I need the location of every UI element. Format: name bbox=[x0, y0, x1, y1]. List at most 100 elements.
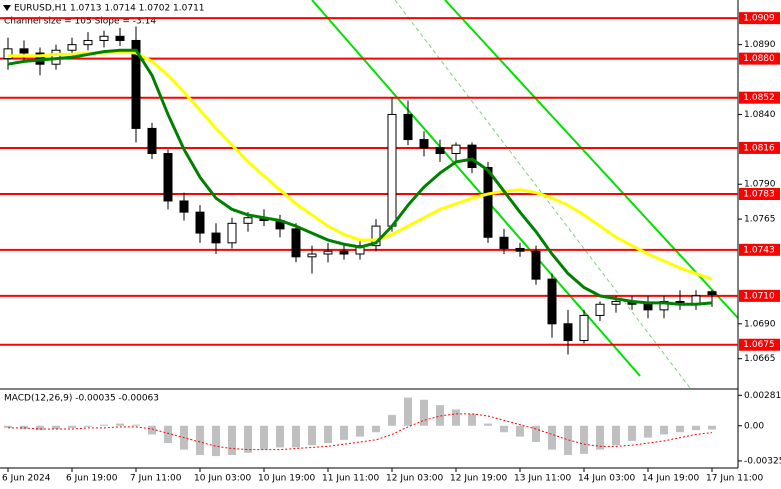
macd-bar bbox=[628, 425, 636, 441]
level-label-box bbox=[739, 243, 780, 256]
candle-body bbox=[371, 225, 381, 247]
macd-title: MACD(12,26,9) -0.00035 -0.00063 bbox=[4, 394, 159, 404]
y-tick-label: 1.0665 bbox=[744, 354, 776, 364]
candle-body bbox=[3, 48, 13, 60]
level-label-box bbox=[739, 52, 780, 65]
moving-average bbox=[7, 48, 713, 306]
chart-subtitle: Channel size = 105 Slope = -3.14 bbox=[4, 17, 156, 27]
macd-bar bbox=[260, 425, 268, 450]
macd-bar bbox=[164, 425, 172, 444]
y-tick-label: 1.0840 bbox=[744, 110, 776, 120]
x-tick-label: 6 Jun 2024 bbox=[2, 474, 51, 484]
macd-bar bbox=[116, 423, 124, 426]
x-tick-label: 13 Jun 11:00 bbox=[514, 474, 571, 484]
header-icon bbox=[3, 5, 11, 11]
candle-body bbox=[339, 250, 349, 255]
chart-title: EURUSD,H1 1.0713 1.0714 1.0702 1.0711 bbox=[14, 4, 205, 14]
y-tick-label: 0.00 bbox=[744, 421, 764, 431]
macd-bar bbox=[212, 425, 220, 457]
macd-bar bbox=[20, 425, 28, 429]
macd-bar bbox=[420, 399, 428, 426]
level-label-box bbox=[739, 91, 780, 104]
level-label: 1.0880 bbox=[743, 54, 775, 64]
y-tick-label: 1.0790 bbox=[744, 180, 776, 190]
macd-bar bbox=[708, 425, 716, 430]
level-label-box bbox=[739, 338, 780, 351]
macd-bar bbox=[452, 409, 460, 426]
candle-body bbox=[243, 217, 253, 224]
level-label-box bbox=[739, 141, 780, 154]
candle-body bbox=[531, 250, 541, 280]
candle-body bbox=[211, 232, 221, 244]
candle-body bbox=[99, 35, 109, 41]
level-label-box bbox=[739, 289, 780, 302]
macd-bar bbox=[276, 425, 284, 448]
level-label: 1.0675 bbox=[743, 340, 775, 350]
candle-body bbox=[451, 144, 461, 155]
macd-bar bbox=[644, 425, 652, 438]
candle-body bbox=[387, 113, 397, 227]
candle-body bbox=[435, 147, 445, 155]
candle-body bbox=[83, 39, 93, 46]
macd-bar bbox=[324, 425, 332, 444]
macd-bar bbox=[372, 425, 380, 433]
level-label: 1.0909 bbox=[743, 14, 775, 24]
macd-bar bbox=[148, 425, 156, 435]
moving-average bbox=[8, 50, 713, 281]
macd-bar bbox=[292, 425, 300, 448]
level-label-box bbox=[739, 188, 780, 200]
candle-body bbox=[643, 303, 653, 311]
candle-body bbox=[195, 211, 205, 234]
candle-body bbox=[515, 247, 525, 252]
candle-body bbox=[707, 291, 717, 295]
macd-bar bbox=[244, 425, 252, 453]
candle-body bbox=[179, 200, 189, 213]
channel bbox=[311, 0, 739, 389]
signal-line bbox=[8, 413, 713, 451]
candle-body bbox=[467, 144, 477, 168]
level-label: 1.0816 bbox=[743, 143, 775, 153]
macd-bar bbox=[196, 425, 204, 455]
candle-body bbox=[19, 48, 29, 54]
candle-body bbox=[115, 35, 125, 41]
macd-bar bbox=[356, 425, 364, 437]
candle-body bbox=[611, 300, 621, 305]
x-tick-label: 14 Jun 03:00 bbox=[578, 474, 635, 484]
level-label: 1.0710 bbox=[743, 291, 775, 301]
x-tick-label: 11 Jun 11:00 bbox=[322, 474, 379, 484]
macd-bar bbox=[580, 425, 588, 454]
x-tick-label: 12 Jun 03:00 bbox=[386, 474, 443, 484]
y-tick-label: 0.00281 bbox=[744, 391, 781, 401]
macd-bar bbox=[676, 425, 684, 433]
level-label: 1.0743 bbox=[743, 245, 775, 255]
macd-bar bbox=[36, 425, 44, 431]
macd-bar bbox=[404, 397, 412, 426]
x-tick-label: 17 Jun 11:00 bbox=[706, 474, 763, 484]
candle-body bbox=[131, 39, 141, 129]
macd-bar bbox=[308, 425, 316, 446]
macd-bar bbox=[4, 425, 12, 428]
macd-bar bbox=[596, 425, 604, 450]
y-tick-label: 1.0765 bbox=[744, 215, 776, 225]
x-tick-label: 10 Jun 03:00 bbox=[194, 474, 251, 484]
macd-bar bbox=[612, 425, 620, 446]
candle-body bbox=[483, 166, 493, 238]
macd-bar bbox=[548, 425, 556, 450]
macd-bar bbox=[84, 425, 92, 427]
candle-body bbox=[499, 236, 509, 249]
x-tick-label: 7 Jun 11:00 bbox=[130, 474, 182, 484]
candle-body bbox=[163, 153, 173, 202]
macd-bar bbox=[692, 425, 700, 431]
candle-body bbox=[291, 228, 301, 258]
macd-bar bbox=[68, 425, 76, 428]
macd-bar bbox=[340, 425, 348, 440]
macd-bar bbox=[436, 405, 444, 426]
x-tick-label: 10 Jun 19:00 bbox=[258, 474, 315, 484]
level-label: 1.0852 bbox=[743, 93, 775, 103]
candle-body bbox=[307, 253, 317, 258]
level-label: 1.0783 bbox=[743, 190, 775, 200]
candle-body bbox=[67, 44, 77, 51]
